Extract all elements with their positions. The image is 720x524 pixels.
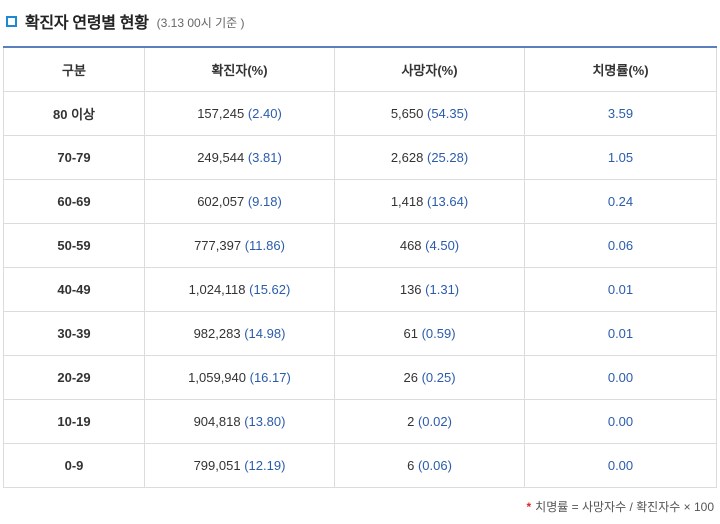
footnote-text: 치명률 = 사망자수 / 확진자수 × 100 — [535, 500, 714, 514]
section-title: 확진자 연령별 현황 — [25, 15, 149, 32]
cases-cell: 1,024,118 (15.62) — [144, 266, 335, 312]
age-group-cell: 60-69 — [3, 178, 145, 224]
cases-value: 777,397 — [194, 237, 242, 253]
cases-percent: (13.80) — [244, 413, 286, 429]
square-bullet-icon — [6, 15, 17, 27]
fatality-rate-cell: 0.00 — [524, 442, 717, 488]
fatality-rate-cell: 0.00 — [524, 354, 717, 400]
cases-cell: 904,818 (13.80) — [144, 398, 335, 444]
table-row: 60-69 602,057 (9.18) 1,418 (13.64) 0.24 — [3, 178, 717, 224]
deaths-percent: (0.06) — [417, 457, 452, 473]
deaths-cell: 2,628 (25.28) — [334, 134, 525, 180]
cases-cell: 982,283 (14.98) — [144, 310, 335, 356]
deaths-percent: (54.35) — [426, 105, 469, 121]
deaths-value: 468 — [399, 237, 422, 253]
deaths-cell: 136 (1.31) — [334, 266, 525, 312]
age-group-cell: 0-9 — [3, 442, 145, 488]
fatality-rate-cell: 0.01 — [524, 310, 717, 356]
table-row: 70-79 249,544 (3.81) 2,628 (25.28) 1.05 — [3, 134, 717, 180]
cases-percent: (12.19) — [244, 457, 286, 473]
cases-percent: (14.98) — [244, 325, 286, 341]
cases-percent: (3.81) — [247, 149, 282, 165]
cases-cell: 249,544 (3.81) — [144, 134, 335, 180]
deaths-percent: (0.59) — [421, 325, 456, 341]
table-row: 40-49 1,024,118 (15.62) 136 (1.31) 0.01 — [3, 266, 717, 312]
age-group-cell: 50-59 — [3, 222, 145, 268]
cases-cell: 799,051 (12.19) — [144, 442, 335, 488]
deaths-cell: 5,650 (54.35) — [334, 90, 525, 136]
deaths-value: 6 — [407, 457, 415, 473]
column-header-group: 구분 — [3, 46, 145, 92]
fatality-rate-cell: 1.05 — [524, 134, 717, 180]
section-header: 확진자 연령별 현황 (3.13 00시 기준 ) — [6, 10, 244, 32]
cases-percent: (2.40) — [247, 105, 282, 121]
deaths-value: 136 — [399, 281, 422, 297]
cases-percent: (16.17) — [249, 369, 291, 385]
cases-value: 904,818 — [193, 413, 241, 429]
fatality-rate-cell: 0.00 — [524, 398, 717, 444]
fatality-rate-cell: 0.24 — [524, 178, 717, 224]
cases-percent: (9.18) — [247, 193, 282, 209]
cases-cell: 602,057 (9.18) — [144, 178, 335, 224]
table-row: 80 이상 157,245 (2.40) 5,650 (54.35) 3.59 — [3, 90, 717, 136]
deaths-value: 1,418 — [390, 193, 424, 209]
deaths-percent: (0.25) — [421, 369, 456, 385]
deaths-value: 2 — [407, 413, 415, 429]
age-group-cell: 40-49 — [3, 266, 145, 312]
fatality-rate-cell: 0.06 — [524, 222, 717, 268]
cases-cell: 157,245 (2.40) — [144, 90, 335, 136]
age-stats-table: 구분 확진자(%) 사망자(%) 치명률(%) 80 이상 157,245 (2.… — [3, 46, 717, 488]
deaths-percent: (1.31) — [425, 281, 460, 297]
cases-cell: 1,059,940 (16.17) — [144, 354, 335, 400]
table-header-row: 구분 확진자(%) 사망자(%) 치명률(%) — [3, 46, 717, 92]
table-row: 10-19 904,818 (13.80) 2 (0.02) 0.00 — [3, 398, 717, 444]
age-group-cell: 20-29 — [3, 354, 145, 400]
table-row: 20-29 1,059,940 (16.17) 26 (0.25) 0.00 — [3, 354, 717, 400]
cases-percent: (11.86) — [244, 237, 285, 253]
deaths-cell: 6 (0.06) — [334, 442, 525, 488]
deaths-value: 2,628 — [390, 149, 424, 165]
deaths-percent: (13.64) — [426, 193, 469, 209]
footnote: * 치명률 = 사망자수 / 확진자수 × 100 — [527, 498, 715, 515]
age-group-cell: 70-79 — [3, 134, 145, 180]
age-group-cell: 10-19 — [3, 398, 145, 444]
deaths-value: 61 — [403, 325, 418, 341]
cases-value: 157,245 — [197, 105, 245, 121]
cases-value: 1,059,940 — [188, 369, 246, 385]
deaths-cell: 2 (0.02) — [334, 398, 525, 444]
age-group-cell: 30-39 — [3, 310, 145, 356]
table-row: 0-9 799,051 (12.19) 6 (0.06) 0.00 — [3, 442, 717, 488]
cases-value: 602,057 — [197, 193, 245, 209]
deaths-value: 5,650 — [390, 105, 424, 121]
fatality-rate-cell: 3.59 — [524, 90, 717, 136]
fatality-rate-cell: 0.01 — [524, 266, 717, 312]
deaths-percent: (0.02) — [417, 413, 452, 429]
cases-percent: (15.62) — [249, 281, 291, 297]
cases-value: 249,544 — [197, 149, 245, 165]
column-header-cases: 확진자(%) — [144, 46, 335, 92]
cases-cell: 777,397 (11.86) — [144, 222, 335, 268]
column-header-deaths: 사망자(%) — [334, 46, 525, 92]
deaths-percent: (4.50) — [425, 237, 460, 253]
deaths-cell: 26 (0.25) — [334, 354, 525, 400]
table-row: 50-59 777,397 (11.86) 468 (4.50) 0.06 — [3, 222, 717, 268]
column-header-cfr: 치명률(%) — [524, 46, 717, 92]
table-row: 30-39 982,283 (14.98) 61 (0.59) 0.01 — [3, 310, 717, 356]
deaths-cell: 1,418 (13.64) — [334, 178, 525, 224]
deaths-cell: 468 (4.50) — [334, 222, 525, 268]
deaths-value: 26 — [403, 369, 418, 385]
reference-time: (3.13 00시 기준 ) — [156, 15, 245, 30]
age-group-cell: 80 이상 — [3, 90, 145, 136]
cases-value: 1,024,118 — [188, 281, 246, 297]
deaths-percent: (25.28) — [426, 149, 469, 165]
deaths-cell: 61 (0.59) — [334, 310, 525, 356]
cases-value: 799,051 — [193, 457, 241, 473]
cases-value: 982,283 — [193, 325, 241, 341]
footnote-marker: * — [526, 500, 532, 514]
